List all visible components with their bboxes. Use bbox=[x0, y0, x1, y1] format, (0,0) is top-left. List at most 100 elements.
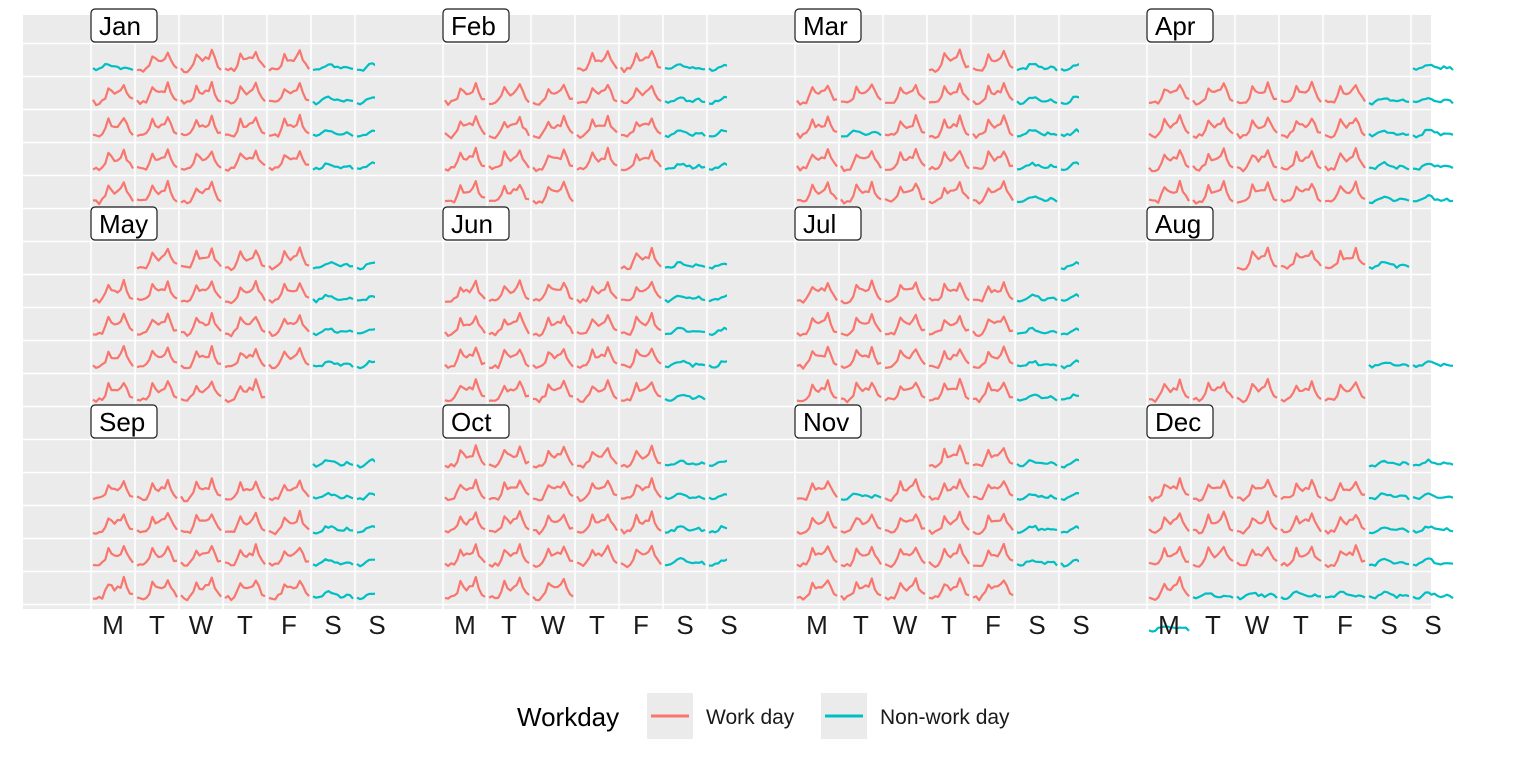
non-work-day-line-aug-4 bbox=[1368, 261, 1410, 270]
work-day-line-jun-14 bbox=[576, 314, 618, 335]
work-day-line-may-17 bbox=[224, 315, 266, 338]
work-day-line-jun-21 bbox=[576, 346, 618, 369]
work-day-line-jan-25 bbox=[224, 149, 266, 172]
work-day-line-oct-24 bbox=[532, 545, 574, 569]
weekday-tick-label: S bbox=[720, 610, 737, 640]
work-day-line-sep-19 bbox=[180, 544, 222, 567]
month-panel-apr: Apr bbox=[1079, 8, 1456, 237]
non-work-day-line-nov-17 bbox=[1017, 524, 1058, 534]
non-work-day-line-apr-29 bbox=[1412, 194, 1454, 203]
work-day-line-oct-4 bbox=[576, 447, 618, 469]
work-day-line-mar-7 bbox=[885, 83, 926, 104]
work-day-line-oct-9 bbox=[488, 479, 530, 501]
work-day-line-may-9 bbox=[180, 280, 222, 303]
work-day-line-apr-11 bbox=[1236, 116, 1278, 140]
work-day-line-apr-27 bbox=[1324, 180, 1366, 203]
non-work-day-line-mar-10 bbox=[1016, 96, 1058, 106]
work-day-line-mar-1 bbox=[928, 48, 970, 73]
work-day-line-sep-14 bbox=[268, 509, 310, 536]
work-day-line-nov-19 bbox=[796, 545, 838, 568]
work-day-line-jan-15 bbox=[92, 117, 134, 138]
work-day-line-oct-16 bbox=[488, 510, 530, 534]
work-day-line-mar-8 bbox=[928, 82, 970, 104]
work-day-line-feb-2 bbox=[620, 49, 662, 74]
work-day-line-jul-16 bbox=[796, 345, 838, 370]
work-day-line-mar-28 bbox=[884, 182, 926, 203]
work-day-line-jun-11 bbox=[444, 315, 486, 337]
work-day-line-jun-19 bbox=[488, 348, 530, 370]
work-day-line-may-22 bbox=[136, 346, 178, 369]
work-day-line-sep-4 bbox=[136, 478, 178, 502]
work-day-line-feb-9 bbox=[620, 84, 662, 105]
month-label-box bbox=[794, 206, 862, 241]
non-work-day-line-apr-1 bbox=[1412, 63, 1454, 71]
work-day-line-oct-1 bbox=[444, 444, 486, 469]
work-day-line-oct-30 bbox=[488, 576, 530, 600]
work-day-line-feb-1 bbox=[576, 49, 618, 72]
work-day-line-may-29 bbox=[136, 380, 178, 402]
work-day-line-dec-5 bbox=[1237, 478, 1278, 502]
non-work-day-line-mar-17 bbox=[1016, 129, 1058, 138]
month-label-text: Mar bbox=[803, 11, 848, 41]
work-day-line-dec-20 bbox=[1280, 545, 1322, 567]
work-day-line-sep-24 bbox=[92, 575, 134, 600]
work-day-line-nov-5 bbox=[796, 480, 838, 501]
work-day-line-dec-4 bbox=[1192, 479, 1234, 502]
work-day-line-oct-5 bbox=[620, 444, 662, 469]
non-work-day-line-dec-27 bbox=[1280, 590, 1321, 601]
work-day-line-jan-11 bbox=[224, 81, 266, 105]
work-day-line-apr-16 bbox=[1148, 149, 1190, 173]
non-work-day-line-mar-31 bbox=[1016, 195, 1058, 204]
work-day-line-jan-5 bbox=[268, 49, 310, 72]
work-day-line-apr-24 bbox=[1192, 180, 1234, 205]
non-work-day-line-jan-6 bbox=[312, 63, 354, 71]
month-label-box bbox=[442, 206, 510, 241]
work-day-line-mar-5 bbox=[796, 84, 838, 106]
work-day-line-oct-17 bbox=[532, 513, 574, 536]
work-day-line-jan-23 bbox=[136, 148, 178, 171]
work-day-line-may-7 bbox=[92, 278, 134, 304]
work-day-line-feb-19 bbox=[444, 146, 486, 172]
month-label-text: Aug bbox=[1155, 209, 1201, 239]
weekday-tick-label: T bbox=[149, 610, 165, 640]
work-day-line-jul-4 bbox=[884, 281, 926, 303]
work-day-line-oct-29 bbox=[444, 575, 486, 600]
weekday-tick-label: W bbox=[189, 610, 214, 640]
non-work-day-line-jan-20 bbox=[312, 129, 354, 137]
panel-background bbox=[375, 411, 727, 609]
work-day-line-apr-18 bbox=[1236, 149, 1278, 173]
work-day-line-dec-12 bbox=[1236, 510, 1278, 535]
work-day-line-nov-20 bbox=[840, 545, 882, 568]
work-day-line-feb-15 bbox=[576, 114, 618, 139]
non-work-day-line-sep-1 bbox=[312, 459, 354, 468]
work-day-line-apr-12 bbox=[1280, 117, 1322, 139]
work-day-line-jul-10 bbox=[840, 313, 882, 337]
work-day-line-apr-23 bbox=[1148, 179, 1190, 204]
month-label-box bbox=[442, 404, 510, 439]
work-day-line-may-8 bbox=[136, 280, 178, 302]
work-day-line-sep-6 bbox=[224, 480, 266, 501]
work-day-line-jun-12 bbox=[488, 312, 530, 337]
work-day-line-jun-7 bbox=[576, 281, 618, 304]
non-work-day-line-oct-13 bbox=[664, 492, 706, 501]
work-day-line-jul-2 bbox=[796, 282, 838, 304]
work-day-line-jun-15 bbox=[620, 311, 662, 336]
non-work-day-line-jun-23 bbox=[664, 359, 706, 369]
work-day-line-feb-5 bbox=[444, 81, 486, 107]
work-day-line-jul-27 bbox=[972, 381, 1014, 404]
non-work-day-line-apr-15 bbox=[1412, 128, 1454, 139]
work-day-line-oct-31 bbox=[532, 577, 574, 602]
work-day-line-nov-21 bbox=[884, 546, 926, 569]
non-work-day-line-mar-13 bbox=[841, 129, 882, 138]
work-day-line-mar-19 bbox=[796, 148, 838, 172]
work-day-line-dec-14 bbox=[1324, 513, 1366, 535]
work-day-line-apr-2 bbox=[1148, 83, 1190, 105]
work-day-line-mar-6 bbox=[840, 83, 882, 104]
month-label-box bbox=[90, 206, 158, 241]
work-day-line-jun-4 bbox=[444, 279, 486, 303]
weekday-tick-label: F bbox=[985, 610, 1001, 640]
work-day-line-jul-5 bbox=[928, 282, 970, 302]
month-panel-dec: Dec bbox=[1079, 404, 1456, 633]
month-label-apr: Apr bbox=[1146, 8, 1214, 43]
